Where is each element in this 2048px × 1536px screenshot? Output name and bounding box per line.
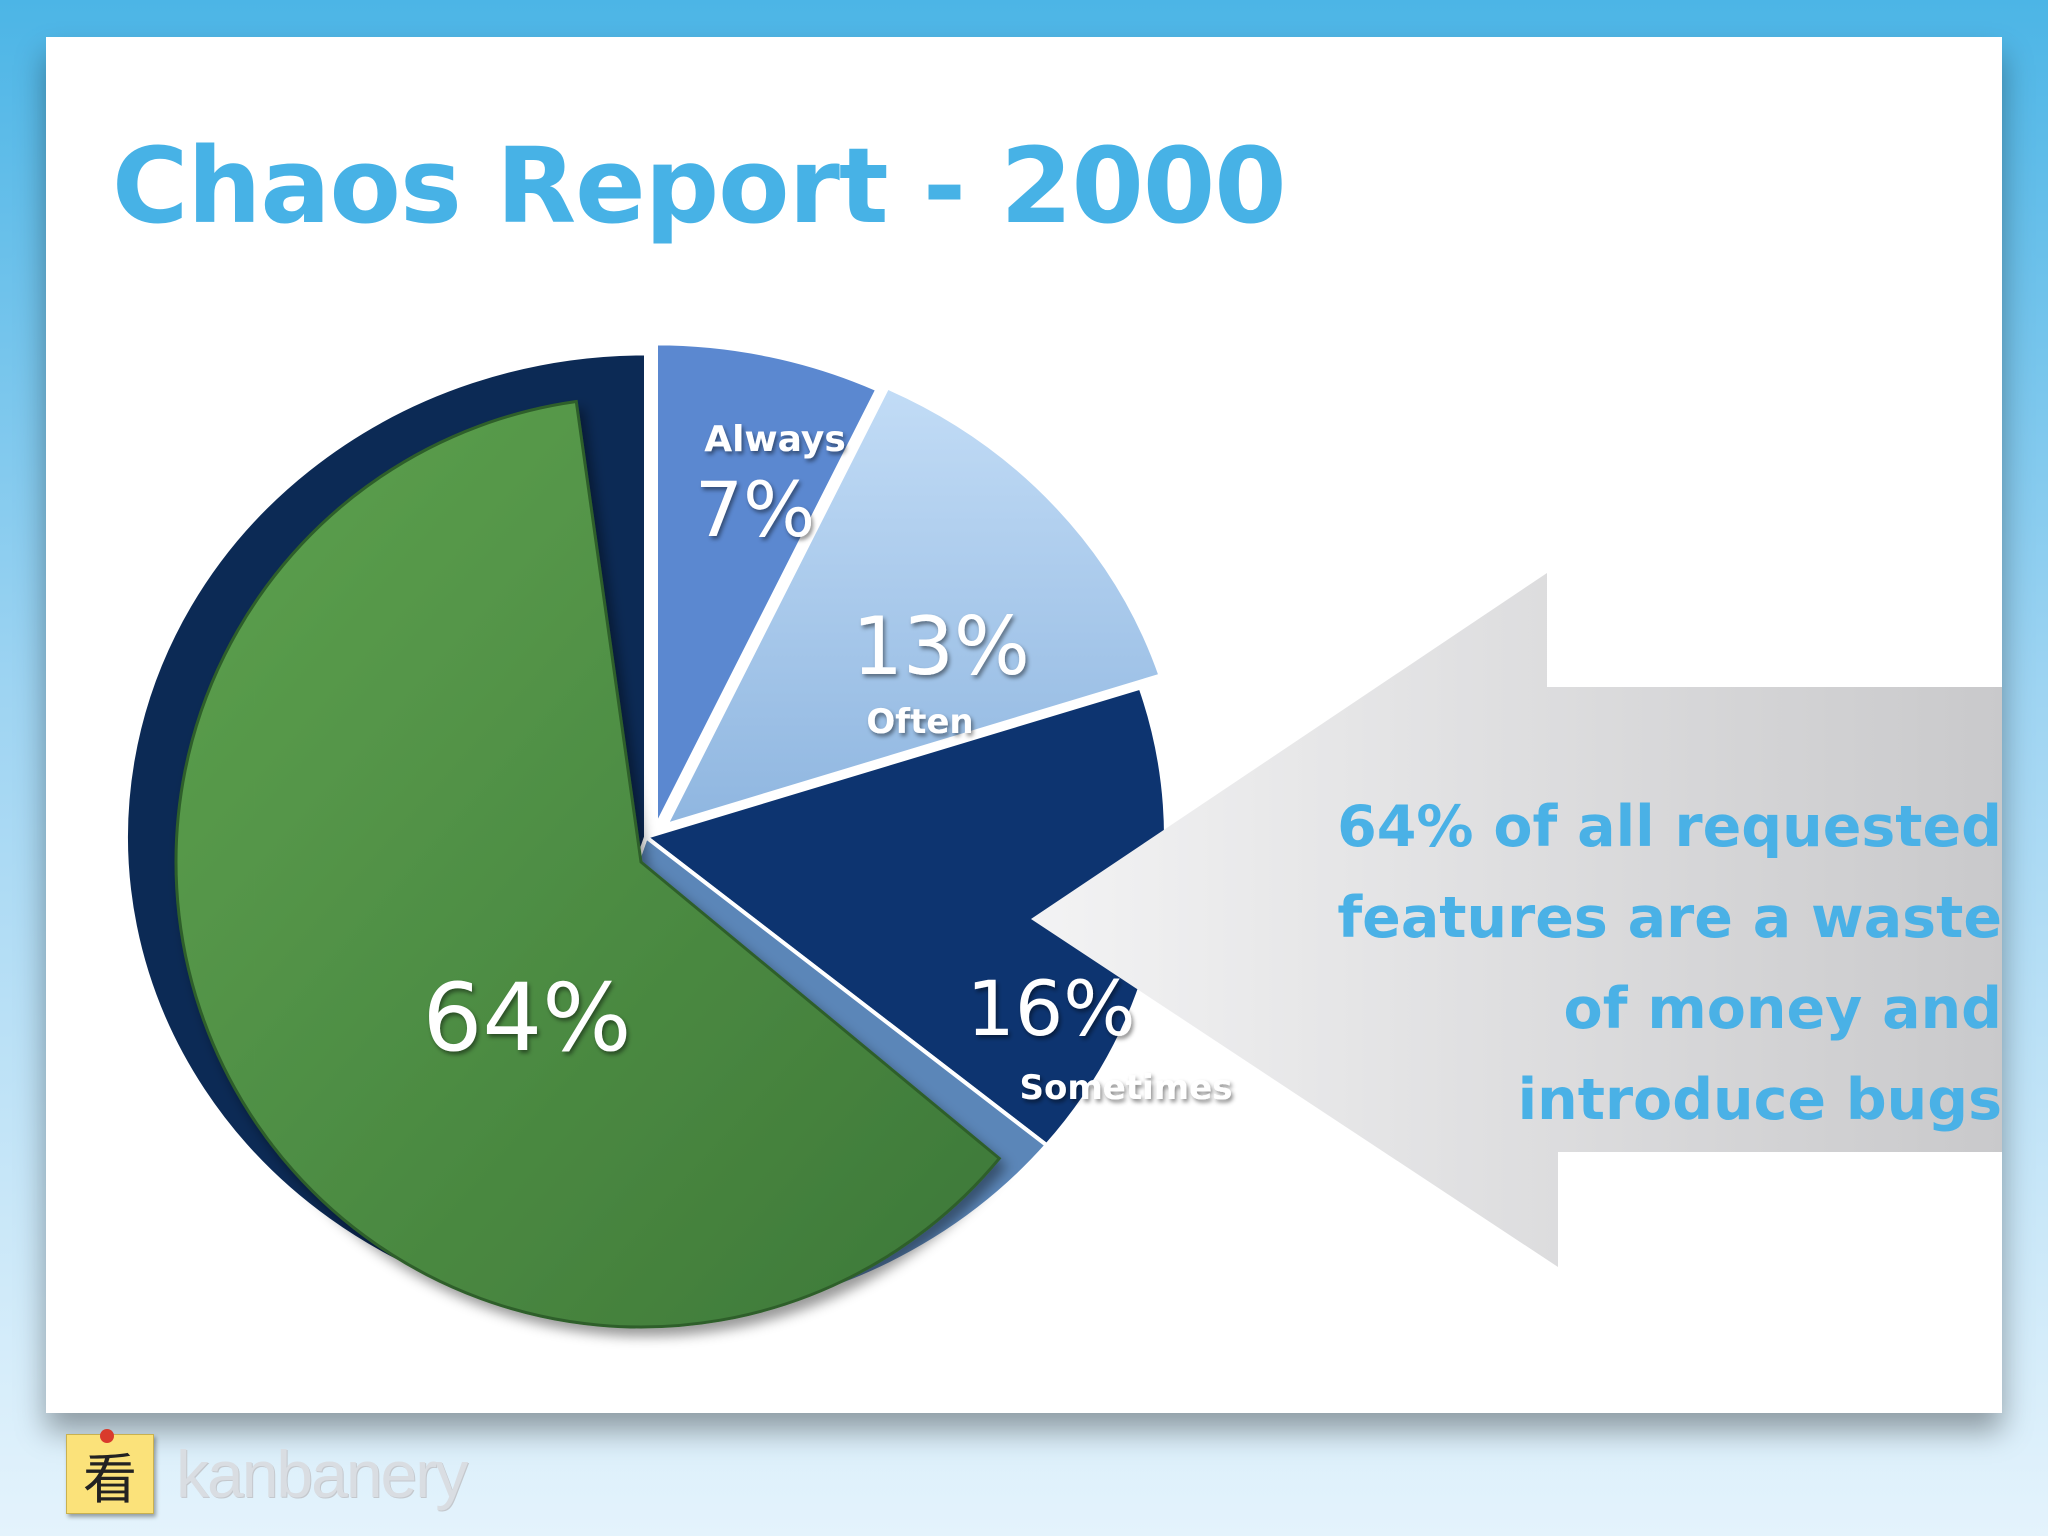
pie-value-label: 13% — [852, 600, 1030, 693]
callout-arrow — [1031, 573, 2002, 1267]
pie-slice-always — [654, 341, 881, 828]
pie-slice-often — [662, 384, 1164, 829]
callout-line: features are a waste — [1337, 885, 2002, 951]
pie-value-label: 64% — [423, 964, 632, 1073]
pie-value-label: 7% — [695, 465, 816, 554]
logo-wordmark: kanbanery — [176, 1437, 468, 1511]
kanji-sticky-note-icon: 看 — [66, 1429, 154, 1514]
callout-line: of money and — [1563, 976, 2002, 1042]
callout-line: introduce bugs — [1517, 1067, 2002, 1133]
slide: Chaos Report - 2000 64 — [46, 37, 2002, 1413]
pie-category-label: Sometimes — [1020, 1068, 1233, 1108]
callout-line: 64% of all requested — [1337, 794, 2002, 860]
kanbanery-logo: 看 kanbanery — [66, 1429, 468, 1516]
pie-chart: 64% 16% Sometimes 13% Often 7% Always — [124, 341, 2002, 1329]
callout-text: 64% of all requested features are a wast… — [1282, 782, 2002, 1146]
pie-value-label: 16% — [967, 964, 1136, 1053]
slide-title: Chaos Report - 2000 — [112, 125, 1287, 247]
pie-slice-highlight — [174, 399, 1002, 1329]
pie-category-label: Often — [866, 702, 973, 742]
pie-category-label: Always — [704, 419, 846, 460]
